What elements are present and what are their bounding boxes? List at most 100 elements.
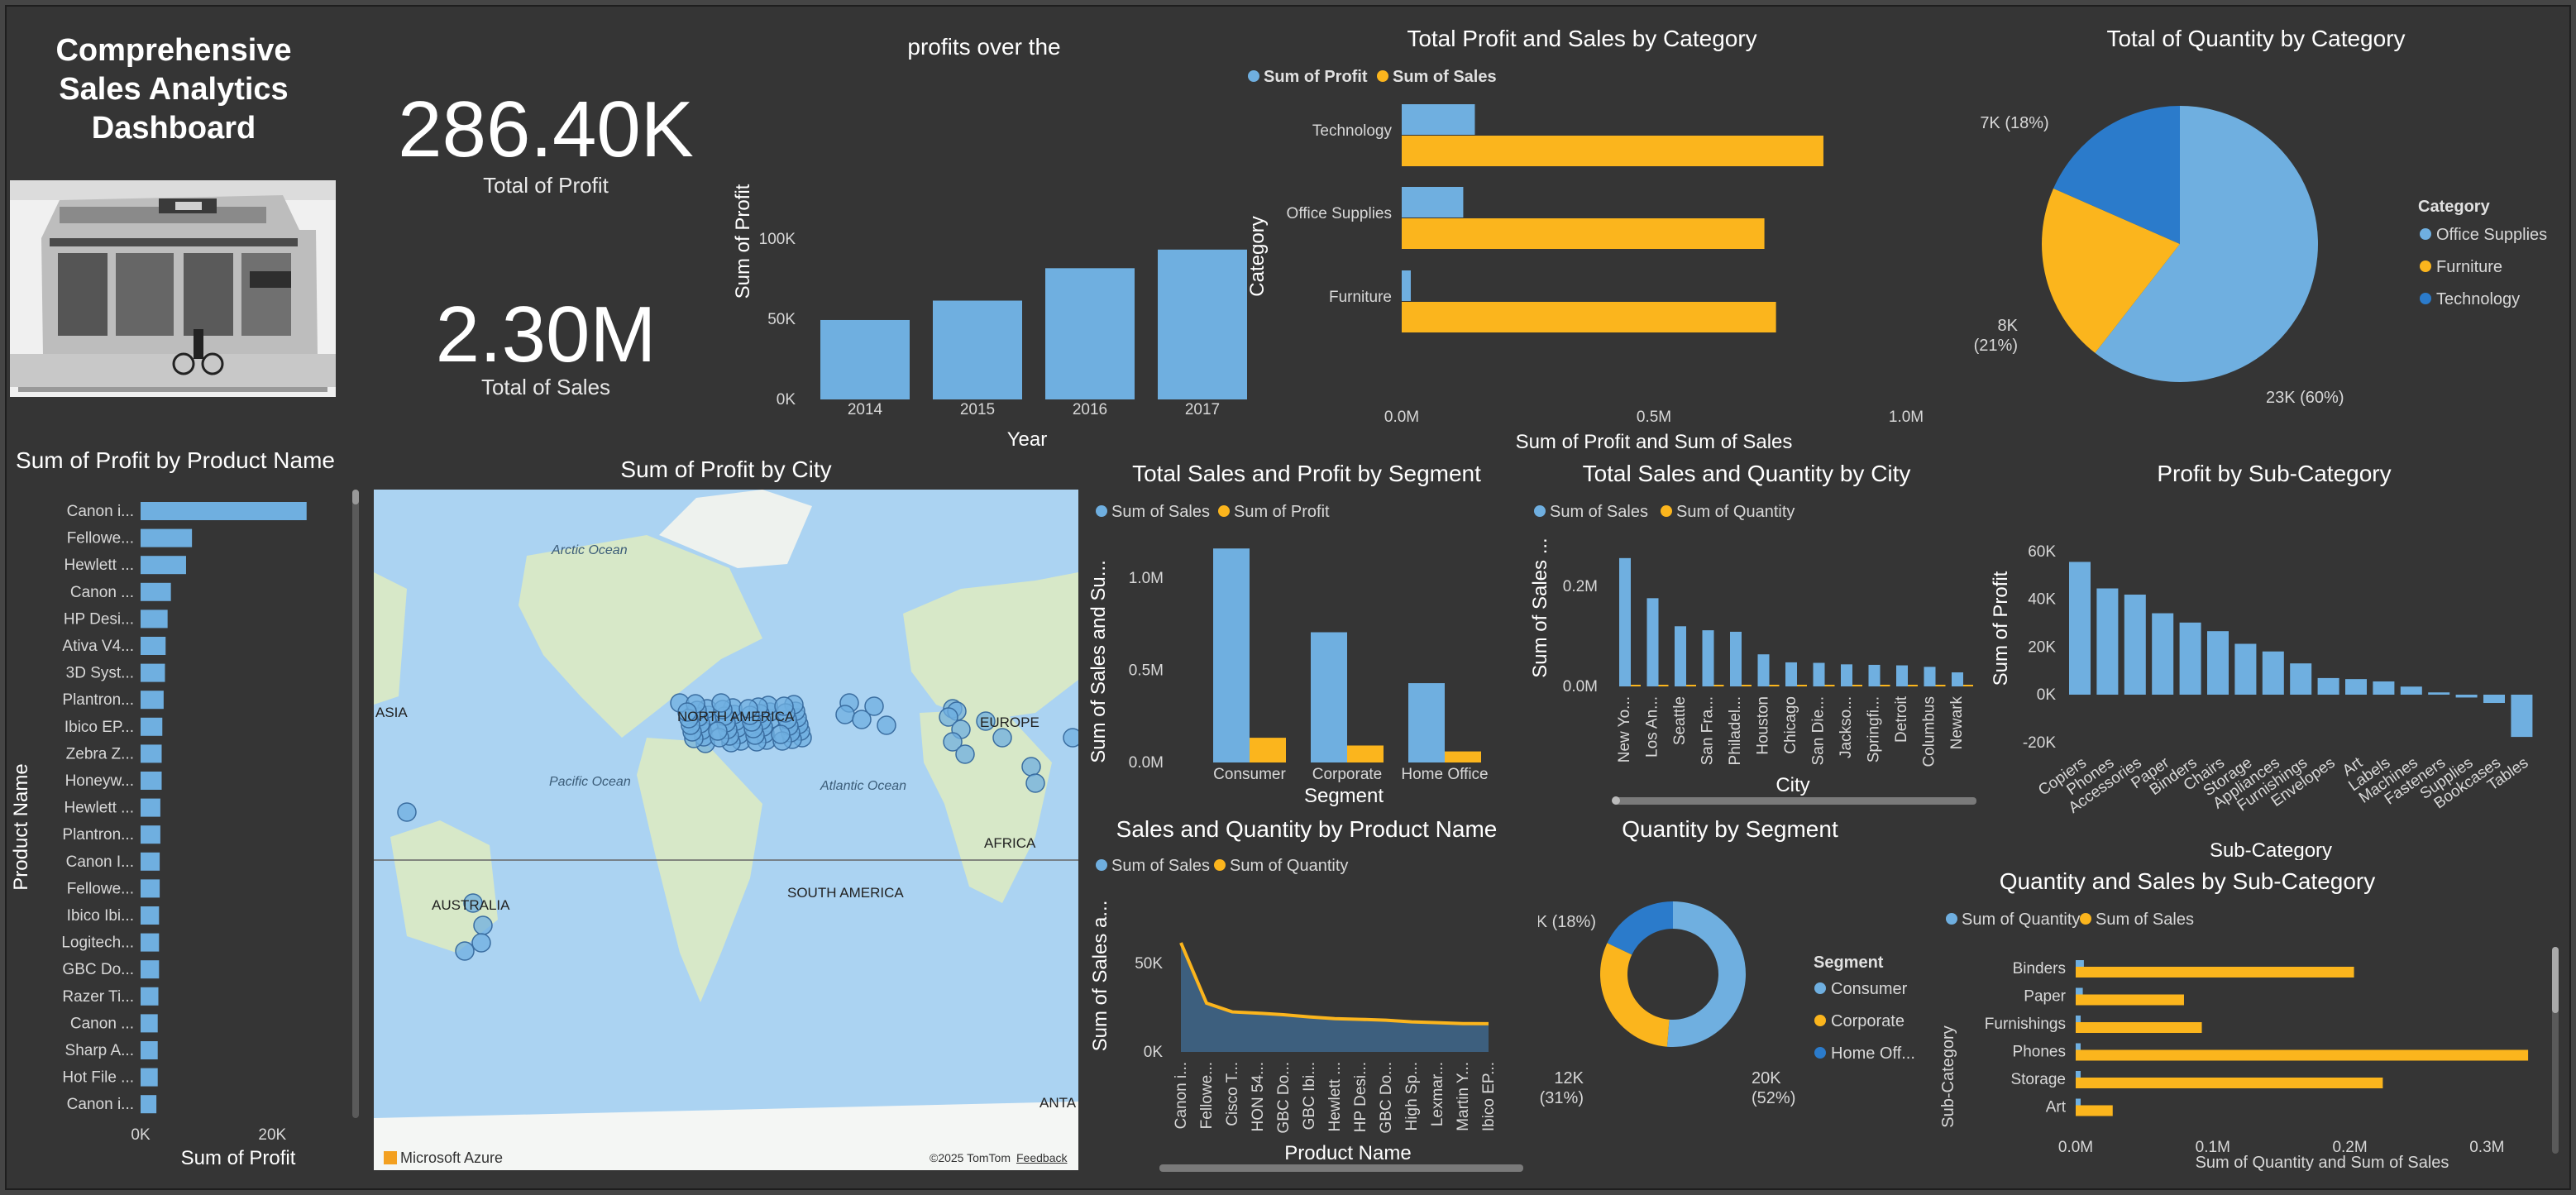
y-tick-label: Storage: [2010, 1071, 2066, 1088]
bar-sales: [2076, 1105, 2113, 1116]
y-tick-label: 0.0M: [1129, 754, 1164, 772]
area-sales: [1181, 943, 1489, 1052]
y-tick-label: 50K: [1135, 955, 1163, 973]
vertical-scrollbar[interactable]: [352, 490, 359, 1118]
bar-quantity: [1713, 685, 1724, 686]
bar-quantity: [2076, 1098, 2081, 1106]
kpi-profit-label: Total of Profit: [483, 173, 609, 198]
kpi-sales-label: Total of Sales: [480, 375, 611, 399]
category-profit-sales-chart: Total Profit and Sales by Category Sum o…: [1246, 26, 1924, 453]
legend-label: Sum of Quantity: [1230, 857, 1348, 875]
bar-profit: [1402, 270, 1411, 301]
bar-sales: [1730, 631, 1742, 686]
x-tick-label: Ibico EP...: [1480, 1062, 1498, 1131]
city-bubble: [864, 696, 884, 716]
x-tick-label: 1.0M: [1889, 409, 1924, 426]
profit-by-year-chart: profits over the Year Sum of Profit 0K 50…: [732, 34, 1247, 451]
legend-swatch: [1218, 505, 1230, 517]
bar-profit: [1250, 738, 1286, 762]
x-tick-label: 2015: [960, 401, 995, 418]
horizontal-scrollbar[interactable]: [1613, 797, 1976, 805]
city-bubble: [473, 915, 493, 935]
x-tick-label: 0.2M: [2332, 1139, 2367, 1156]
city-bubble: [463, 893, 483, 913]
city-bubble: [708, 721, 728, 741]
y-tick-label: Canon ...: [70, 1015, 134, 1032]
y-tick-label: 3D Syst...: [66, 665, 134, 682]
bar-profit: [1445, 751, 1481, 762]
x-tick-label: Chicago: [1782, 696, 1799, 754]
legend-swatch: [1814, 1047, 1826, 1059]
legend-swatch: [1248, 70, 1259, 82]
horizontal-scrollbar[interactable]: [1159, 1164, 1523, 1172]
x-axis-label: Product Name: [1284, 1142, 1411, 1164]
bar: [141, 825, 160, 844]
x-tick-label: Springfi...: [1866, 696, 1883, 762]
city-bubble: [939, 707, 958, 727]
x-tick-label: Detroit: [1893, 695, 1910, 743]
scrollbar-thumb[interactable]: [1612, 796, 1620, 805]
bar: [141, 663, 165, 682]
x-axis-label: Segment: [1304, 785, 1384, 807]
bar: [2096, 588, 2119, 695]
data-label: (52%): [1752, 1089, 1795, 1107]
bar-sales: [1868, 664, 1881, 686]
y-tick-label: Office Supplies: [1287, 205, 1392, 222]
bar: [141, 582, 171, 601]
city-bubble: [835, 705, 855, 724]
bar-quantity: [1658, 685, 1669, 686]
bar-sales: [1785, 662, 1797, 686]
y-tick-label: 100K: [759, 231, 796, 248]
y-axis-label: Product Name: [10, 763, 32, 890]
bar: [141, 637, 166, 655]
x-tick-label: HP Desi...: [1352, 1062, 1369, 1132]
pie-slice: [2095, 106, 2318, 382]
x-tick-label: Corporate: [1312, 766, 1383, 783]
y-axis-label: Sum of Sales and Su...: [1087, 560, 1110, 762]
city-bubble: [1025, 773, 1045, 793]
bar-sales: [2076, 994, 2184, 1006]
city-bubble: [771, 724, 791, 744]
store-photo: [10, 180, 336, 397]
legend-swatch: [1946, 913, 1957, 925]
y-tick-label: Binders: [2013, 960, 2066, 978]
land-europe: [903, 572, 1078, 721]
legend-label: Sum of Quantity: [1676, 503, 1795, 521]
quantity-by-category-chart: Total of Quantity by Category 23K (60%) 8…: [1974, 26, 2548, 407]
line-sales: [1179, 942, 1489, 1025]
bar: [933, 300, 1022, 399]
y-tick-label: 50K: [767, 311, 796, 328]
segment-sales-profit-chart: Total Sales and Profit by Segment Sum of…: [1087, 461, 1489, 807]
map-label: ASIA: [375, 705, 408, 720]
profit-by-city-map[interactable]: Arctic Ocean NORTH AMERICA Pacific Ocean…: [374, 490, 1078, 1170]
map-copyright: ©2025 TomTom: [930, 1151, 1011, 1164]
title-line: Dashboard: [91, 111, 256, 146]
x-tick-label: GBC Do...: [1378, 1062, 1395, 1134]
map-label: EUROPE: [980, 715, 1039, 730]
chart-title: Total of Quantity by Category: [2106, 26, 2405, 51]
legend-swatch: [2420, 293, 2431, 304]
feedback-link[interactable]: Feedback: [1016, 1151, 1068, 1164]
kpi-profit-value: 286.40K: [398, 85, 694, 174]
x-axis-label: Year: [1007, 428, 1048, 451]
scrollbar-thumb[interactable]: [352, 490, 359, 504]
legend-label: Consumer: [1831, 980, 1908, 998]
bar-quantity: [2076, 1071, 2081, 1078]
y-tick-label: Ibico EP...: [65, 719, 134, 736]
bar-quantity: [1935, 685, 1946, 686]
bar: [2207, 631, 2229, 695]
city-bubble: [455, 941, 475, 961]
data-label: 23K (60%): [2266, 389, 2344, 407]
data-label: 7K (18%): [1538, 913, 1596, 931]
chart-title: Quantity by Segment: [1622, 816, 1838, 842]
bar-sales: [2076, 967, 2354, 978]
scrollbar-thumb[interactable]: [2552, 947, 2559, 1013]
y-tick-label: Hewlett ...: [65, 800, 134, 817]
y-tick-label: Canon i...: [67, 1096, 134, 1113]
bar: [141, 960, 160, 979]
y-tick-label: Fellowe...: [67, 530, 134, 547]
y-tick-label: Logitech...: [61, 934, 134, 952]
x-tick-label: New Yo...: [1616, 696, 1633, 762]
bar: [141, 744, 162, 763]
donut-slice: [1600, 943, 1670, 1047]
